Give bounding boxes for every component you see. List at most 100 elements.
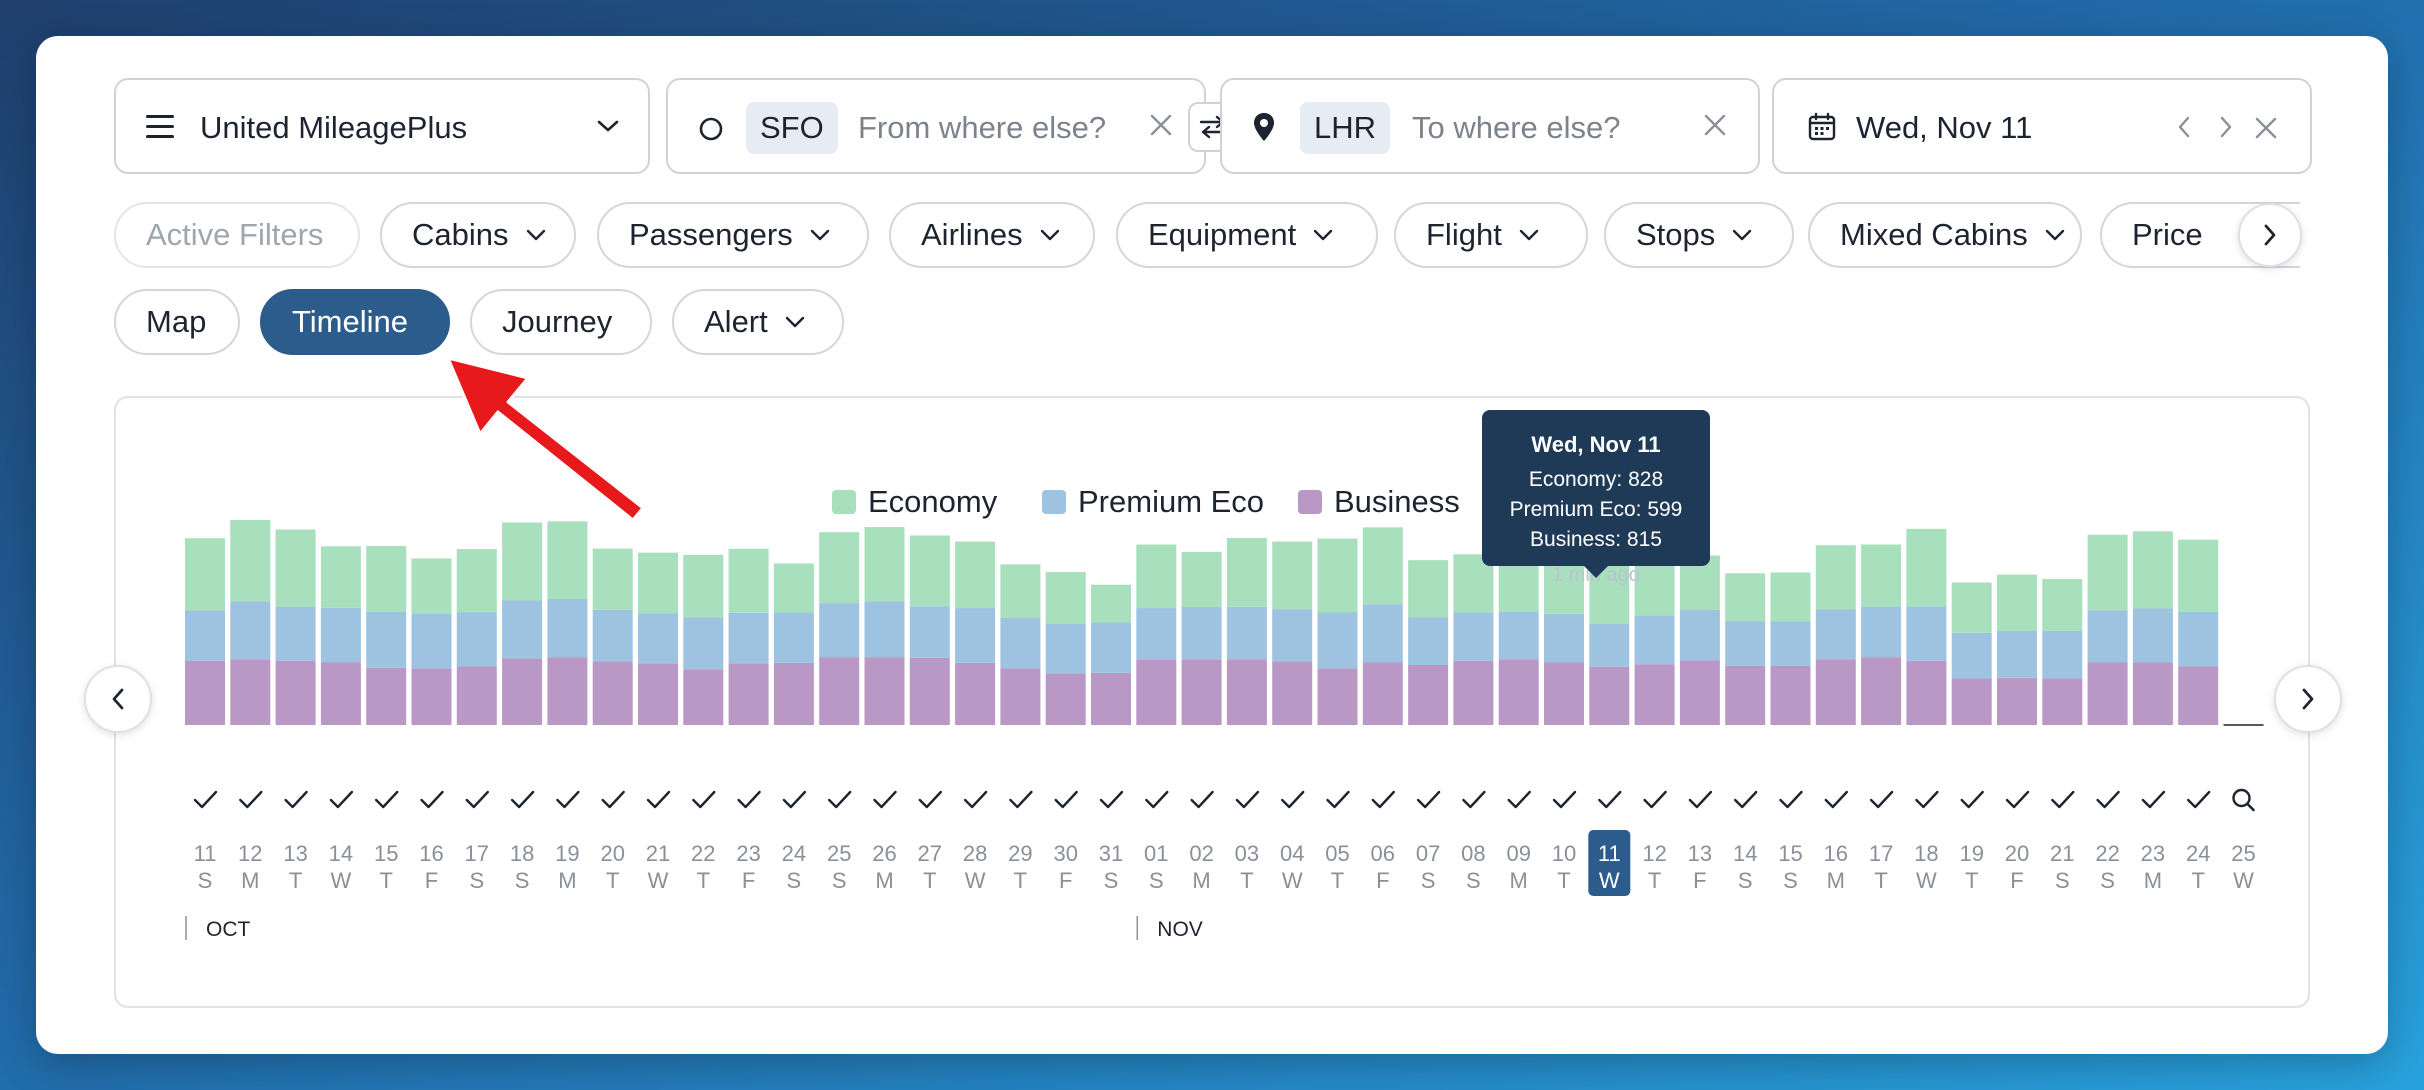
bar-business[interactable] <box>1679 660 1720 725</box>
weekday-label[interactable]: M <box>875 868 893 893</box>
day-number-label[interactable]: 23 <box>736 841 760 866</box>
bar-business[interactable] <box>909 657 950 725</box>
bar-business[interactable] <box>1997 677 2037 725</box>
equipment-filter[interactable]: Equipment <box>1116 202 1378 268</box>
bar-premium-eco[interactable] <box>1226 606 1267 660</box>
day-number-label[interactable]: 02 <box>1189 841 1213 866</box>
bar-premium-eco[interactable] <box>230 601 271 660</box>
bar-economy[interactable] <box>1136 544 1177 609</box>
day-number-label[interactable]: 13 <box>283 841 307 866</box>
bar-business[interactable] <box>1725 665 1766 725</box>
bar-economy[interactable] <box>864 527 905 602</box>
bar-economy[interactable] <box>411 558 452 614</box>
bar-business[interactable] <box>1272 661 1313 725</box>
day-number-label[interactable]: 21 <box>646 841 670 866</box>
bar-premium-eco[interactable] <box>1136 608 1177 660</box>
day-number-label[interactable]: 17 <box>1869 841 1893 866</box>
weekday-label[interactable]: T <box>1331 868 1344 893</box>
bar-economy[interactable] <box>366 546 407 612</box>
weekday-label[interactable]: W <box>331 868 352 893</box>
weekday-label[interactable]: M <box>1510 868 1528 893</box>
day-number-label[interactable]: 16 <box>1824 841 1848 866</box>
passengers-filter[interactable]: Passengers <box>597 202 869 268</box>
bar-premium-eco[interactable] <box>1906 606 1947 661</box>
bar-economy[interactable] <box>502 522 543 601</box>
bar-premium-eco[interactable] <box>1408 617 1449 666</box>
bar-economy[interactable] <box>1498 557 1539 612</box>
day-number-label[interactable]: 25 <box>827 841 851 866</box>
bar-business[interactable] <box>1408 665 1449 725</box>
bar-premium-eco[interactable] <box>819 603 860 658</box>
weekday-label[interactable]: M <box>241 868 259 893</box>
bar-business[interactable] <box>366 667 407 725</box>
chart-next-button[interactable] <box>2274 665 2342 733</box>
bar-premium-eco[interactable] <box>320 607 361 663</box>
date-clear-icon[interactable] <box>2252 114 2280 142</box>
day-number-label[interactable]: 11 <box>194 841 217 866</box>
weekday-label[interactable]: T <box>1240 868 1253 893</box>
bar-economy[interactable] <box>592 548 633 610</box>
bar-business[interactable] <box>1951 678 1992 725</box>
bar-business[interactable] <box>683 669 724 725</box>
day-number-label[interactable]: 29 <box>1008 841 1032 866</box>
day-number-label[interactable]: 09 <box>1506 841 1530 866</box>
day-number-label[interactable]: 10 <box>1552 841 1576 866</box>
bar-premium-eco[interactable] <box>1091 622 1131 673</box>
bar-premium-eco[interactable] <box>1861 606 1902 658</box>
weekday-label[interactable]: S <box>1466 868 1481 893</box>
bar-economy[interactable] <box>1861 544 1902 607</box>
weekday-label[interactable]: S <box>1783 868 1798 893</box>
program-select[interactable]: United MileagePlus <box>114 78 650 174</box>
bar-premium-eco[interactable] <box>502 600 543 659</box>
weekday-label[interactable]: F <box>1376 868 1389 893</box>
weekday-label[interactable]: T <box>379 868 392 893</box>
weekday-label[interactable]: S <box>469 868 484 893</box>
bar-premium-eco[interactable] <box>1589 624 1630 667</box>
weekday-label[interactable]: S <box>1104 868 1119 893</box>
weekday-label[interactable]: T <box>923 868 936 893</box>
bar-business[interactable] <box>411 668 452 725</box>
day-number-label[interactable]: 04 <box>1280 841 1304 866</box>
scroll-filters-right-button[interactable] <box>2238 203 2302 267</box>
day-number-label[interactable]: 26 <box>872 841 896 866</box>
bar-economy[interactable] <box>1362 527 1403 605</box>
weekday-label[interactable]: M <box>558 868 576 893</box>
bar-premium-eco[interactable] <box>728 612 769 664</box>
bar-economy[interactable] <box>1725 573 1766 622</box>
day-number-label[interactable]: 21 <box>2050 841 2074 866</box>
day-number-label[interactable]: 22 <box>2095 841 2119 866</box>
bar-economy[interactable] <box>2178 539 2219 612</box>
bar-business[interactable] <box>1770 665 1811 725</box>
weekday-label[interactable]: S <box>1149 868 1164 893</box>
weekday-label[interactable]: W <box>648 868 669 893</box>
weekday-label[interactable]: F <box>742 868 755 893</box>
bar-economy[interactable] <box>185 538 225 611</box>
bar-premium-eco[interactable] <box>2087 610 2128 663</box>
bar-business[interactable] <box>728 663 769 725</box>
bar-economy[interactable] <box>1000 564 1041 618</box>
day-number-label[interactable]: 27 <box>918 841 942 866</box>
bar-business[interactable] <box>1815 659 1856 725</box>
bar-premium-eco[interactable] <box>1634 615 1675 665</box>
day-number-label[interactable]: 14 <box>329 841 353 866</box>
chart-previous-button[interactable] <box>84 665 152 733</box>
bar-business[interactable] <box>2087 662 2128 725</box>
active-filters-pill[interactable]: Active Filters <box>114 202 360 268</box>
bar-premium-eco[interactable] <box>1770 621 1811 666</box>
bar-premium-eco[interactable] <box>275 606 316 661</box>
bar-premium-eco[interactable] <box>592 609 633 662</box>
bar-economy[interactable] <box>1997 574 2037 631</box>
day-number-label[interactable]: 24 <box>782 841 806 866</box>
bar-business[interactable] <box>1136 660 1177 725</box>
weekday-label[interactable]: F <box>425 868 438 893</box>
bar-premium-eco[interactable] <box>864 601 905 658</box>
day-number-label[interactable]: 14 <box>1733 841 1757 866</box>
bar-business[interactable] <box>864 657 905 725</box>
weekday-label[interactable]: S <box>2055 868 2070 893</box>
weekday-label[interactable]: F <box>1693 868 1706 893</box>
bar-economy[interactable] <box>773 563 814 613</box>
bar-premium-eco[interactable] <box>909 606 950 658</box>
bar-business[interactable] <box>773 662 814 725</box>
weekday-label[interactable]: S <box>198 868 213 893</box>
weekday-label[interactable]: S <box>515 868 530 893</box>
